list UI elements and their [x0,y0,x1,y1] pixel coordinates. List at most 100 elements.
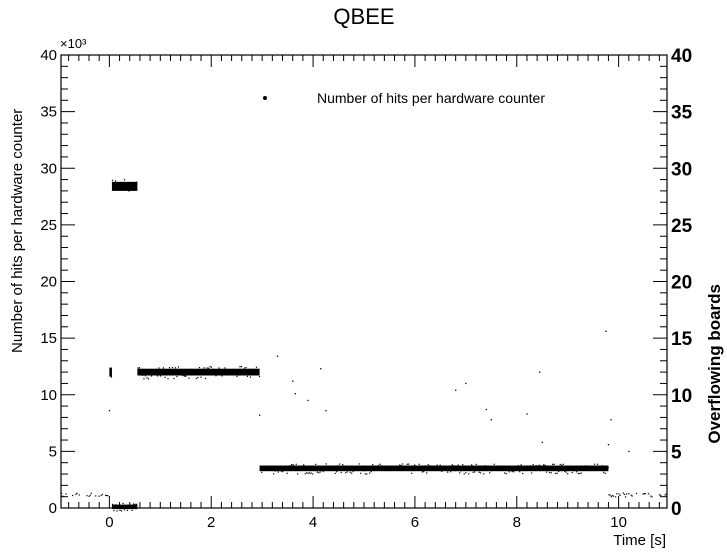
data-point [400,464,402,467]
data-point [192,369,195,371]
data-point [248,370,250,372]
data-point [239,366,241,368]
data-point [493,463,495,465]
data-point [609,494,611,496]
data-point [447,471,449,473]
data-point [372,464,374,466]
data-point [586,466,588,468]
data-layer [61,179,667,512]
data-point [444,469,446,471]
data-point [522,472,524,475]
data-point [577,472,579,475]
data-point [271,465,273,468]
data-point [152,369,154,371]
data-point [101,493,103,495]
data-point [141,374,144,377]
y2-tick-label: 35 [671,103,693,124]
data-point [415,466,417,468]
data-point [261,471,263,473]
data-point [313,467,315,469]
data-point [90,492,92,494]
data-point [607,466,609,469]
data-point [361,469,363,471]
y-tick-label: 10 [40,387,57,404]
data-point [227,373,229,376]
data-point [116,184,118,186]
data-point [451,464,453,466]
data-point [279,466,281,468]
data-point [364,473,366,475]
data-point [164,376,166,378]
data-point [135,503,138,505]
data-point [507,467,509,469]
data-point [531,472,533,474]
data-point [490,470,492,472]
data-point [182,374,184,377]
data-point [358,463,360,465]
data-point [519,471,521,473]
data-point [65,493,67,495]
data-point [292,464,294,466]
legend-entry-label: Number of hits per hardware counter [317,90,545,106]
data-point [318,472,320,474]
data-point [357,468,359,470]
data-point [298,465,300,467]
data-point [589,466,591,468]
data-point [631,495,633,497]
data-point [595,465,597,467]
data-point [558,470,560,472]
y2-tick-label: 5 [671,442,682,463]
y-tick-label: 25 [40,217,57,234]
data-point [591,469,593,471]
data-point [280,470,282,472]
data-point [453,465,455,467]
data-point [114,504,117,506]
data-point [348,467,350,469]
data-band [111,504,138,510]
data-point [242,370,244,372]
data-point [113,510,115,512]
plot-frame [60,54,668,509]
data-point [295,463,297,465]
data-point [286,472,288,474]
data-point [111,179,114,181]
data-point [113,187,115,189]
data-point [543,464,545,466]
data-point [607,443,610,446]
data-point [110,376,113,378]
data-point [487,465,489,468]
data-point [120,510,123,512]
data-point [430,466,432,469]
data-point [95,495,97,497]
data-point [174,367,177,369]
data-point [123,179,126,181]
data-point [251,372,253,374]
data-point [396,467,398,469]
data-point [230,369,232,371]
data-point [366,473,368,475]
data-point [342,464,344,466]
data-point [411,472,413,474]
x-tick-label: 2 [207,514,215,531]
data-point [472,471,474,473]
data-point [436,464,438,466]
data-point [460,470,462,472]
y-tick-label: 40 [40,47,57,64]
data-point [346,471,348,473]
data-point [106,494,108,497]
data-point [108,410,111,412]
data-point [334,472,336,475]
data-point [221,375,223,377]
data-point [526,465,528,467]
data-point [532,464,534,466]
data-point [421,471,423,473]
data-point [568,468,570,470]
data-point [337,465,339,467]
data-point [648,493,650,495]
data-point [441,470,443,472]
data-point [297,473,299,475]
data-point [117,184,120,186]
data-point [122,183,124,185]
data-point [360,472,362,474]
data-point [240,366,243,368]
